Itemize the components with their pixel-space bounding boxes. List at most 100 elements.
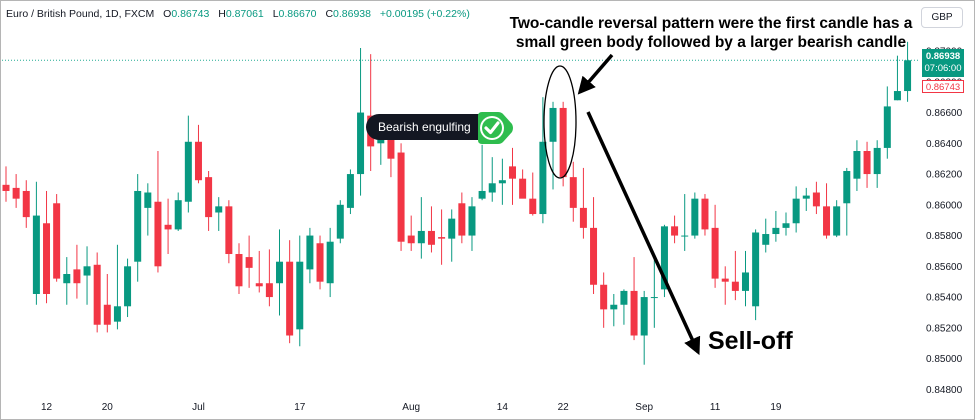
y-tick-label: 0.86200 [926, 170, 963, 181]
candle-body [468, 206, 476, 236]
candle [12, 174, 20, 208]
candle [782, 212, 790, 236]
currency-button[interactable]: GBP [921, 7, 963, 28]
candle [265, 249, 273, 307]
candle [458, 192, 466, 244]
candle [357, 47, 365, 196]
x-tick-label: Aug [402, 402, 420, 413]
candle-body [792, 198, 800, 224]
candle-body [306, 235, 314, 270]
selloff-label: Sell-off [708, 327, 793, 355]
bearish-engulfing-text: Bearish engulfing [378, 120, 471, 134]
candle [306, 227, 314, 284]
candle-body [73, 269, 81, 284]
candle [316, 235, 324, 290]
candle-body [812, 192, 820, 207]
open-value: 0.86743 [171, 8, 210, 20]
candle [438, 209, 446, 265]
candle-body [569, 177, 577, 208]
candle-body [762, 234, 770, 245]
candle-body [438, 237, 446, 239]
candle-body [144, 192, 152, 208]
candle-body [863, 151, 871, 175]
candle-body [539, 141, 547, 215]
candle-body [22, 190, 30, 218]
candle [235, 243, 243, 294]
candle-body [610, 304, 618, 310]
candle [600, 272, 608, 328]
candle-body [640, 297, 648, 336]
candle-body [113, 306, 121, 322]
current-price-tag: 0.86938 07:06:00 [922, 49, 964, 77]
open-price-tag: 0.86743 [922, 80, 964, 93]
candle-body [255, 283, 263, 287]
candle [752, 229, 760, 321]
candle-body [711, 227, 719, 279]
candle [174, 192, 182, 231]
candle [559, 101, 567, 187]
candle [478, 144, 486, 201]
candle [488, 157, 496, 202]
candle [843, 167, 851, 236]
candle [701, 194, 709, 236]
candle-body [215, 206, 223, 213]
candle [650, 258, 658, 328]
candle [620, 289, 628, 325]
candle [276, 229, 284, 316]
candle-body [32, 215, 40, 294]
x-tick-label: 12 [41, 402, 53, 413]
candle [802, 187, 810, 211]
candle-body [549, 107, 557, 142]
y-tick-label: 0.85000 [926, 354, 963, 365]
candle-body [529, 198, 537, 215]
candle-body [519, 178, 527, 199]
candle [863, 141, 871, 188]
candle-body [883, 106, 891, 148]
candle-body [458, 203, 466, 236]
candle [873, 140, 881, 188]
candle [448, 209, 456, 262]
candle [549, 101, 557, 190]
candle-body [417, 230, 425, 244]
price-axis: 0.870000.868000.866000.864000.862000.860… [926, 47, 963, 396]
y-tick-label: 0.85600 [926, 262, 963, 273]
candle-body [124, 266, 132, 307]
candle-body [893, 91, 901, 101]
candle [893, 55, 901, 101]
candle [184, 115, 192, 213]
candle-body [83, 266, 91, 276]
time-axis: 12 20 Jul 17 Aug 14 22 Sep 11 19 [41, 402, 782, 413]
candle [73, 244, 81, 299]
candle-body [63, 274, 71, 284]
candle [113, 244, 121, 330]
x-tick-label: 11 [710, 402, 721, 413]
candle-body [600, 284, 608, 310]
candle-body [823, 206, 831, 236]
x-tick-label: 14 [497, 402, 509, 413]
candle-body [2, 184, 10, 191]
candle-body [671, 226, 679, 236]
check-icon [478, 112, 513, 144]
high-value: 0.87061 [225, 8, 264, 20]
candle-body [245, 257, 253, 268]
candle [154, 151, 162, 273]
candle [83, 246, 91, 305]
candle-body [397, 152, 405, 242]
candle-body [154, 201, 162, 267]
candle [853, 140, 861, 191]
candle [336, 200, 344, 244]
high-label: H [218, 8, 226, 20]
candle-body [579, 207, 587, 228]
pattern-ellipse [543, 65, 577, 179]
plot-area [2, 41, 912, 365]
candle [134, 174, 142, 282]
candle-body [225, 206, 233, 255]
candle-body [326, 241, 334, 284]
y-tick-label: 0.86000 [926, 200, 963, 211]
candle [721, 266, 729, 305]
y-tick-label: 0.86600 [926, 108, 963, 119]
candle [741, 250, 749, 307]
candle [53, 194, 61, 282]
candle-body [448, 218, 456, 239]
candle [397, 143, 405, 251]
